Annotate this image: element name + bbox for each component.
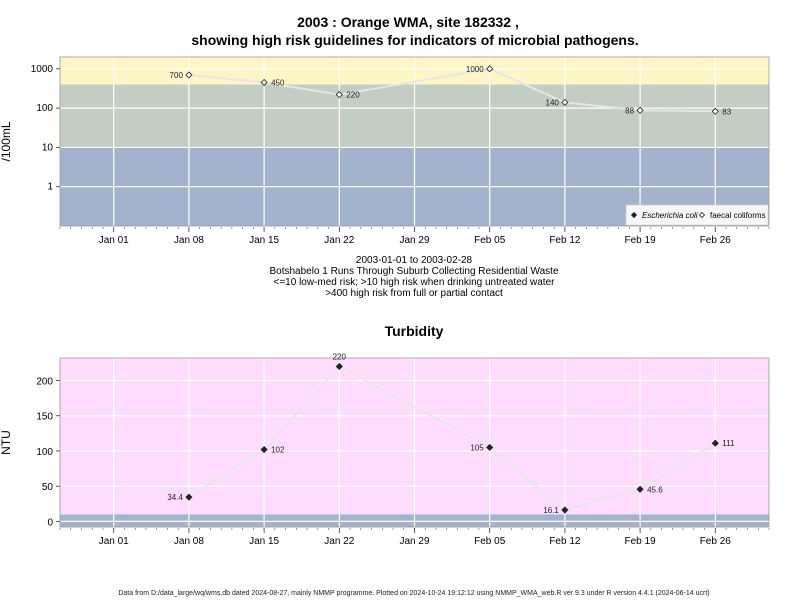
chart1-xtick-label: Jan 22 <box>324 235 354 246</box>
chart1-data-point <box>185 71 193 79</box>
chart1-xtick-label: Feb 05 <box>474 235 506 246</box>
chart2-xtick-label: Jan 01 <box>99 536 129 547</box>
chart2-ytick-label: 50 <box>42 482 54 493</box>
chart2-ytick-label: 200 <box>36 377 53 388</box>
chart2-xtick-label: Jan 15 <box>249 536 279 547</box>
chart2-data-label: 102 <box>271 446 285 455</box>
chart1-data-label: 220 <box>346 91 360 100</box>
chart2-xtick-label: Jan 29 <box>399 536 429 547</box>
chart1-data-label: 83 <box>722 107 731 116</box>
chart1-title-line1: 2003 : Orange WMA, site 182332 , <box>297 14 519 30</box>
chart1-xtick-label: Jan 08 <box>174 235 204 246</box>
chart1-data-point <box>486 65 494 73</box>
chart2-plot: 0 50 100 150 200 NTU Jan 01 Jan 08 Jan 15 Jan 22 J… <box>0 352 770 547</box>
chart2-title: Turbidity <box>385 323 444 339</box>
chart2-data-label: 105 <box>470 443 484 452</box>
chart1-data-label: 450 <box>271 78 285 87</box>
chart2-xtick-label: Feb 05 <box>474 536 506 547</box>
chart1-frame <box>59 56 770 227</box>
chart2-data-label: 45.6 <box>647 485 663 494</box>
chart2-data-point <box>486 443 494 451</box>
chart1-xtick-label: Feb 12 <box>549 235 581 246</box>
chart2-xtick-label: Jan 22 <box>324 536 354 547</box>
chart1-caption-dates: 2003-01-01 to 2003-02-28 <box>356 255 473 266</box>
chart2-xtick-label: Feb 12 <box>549 536 581 547</box>
chart1-data-point <box>260 78 268 87</box>
chart1-data-label: 1000 <box>466 65 484 74</box>
footer-note: Data from D:/data_large/wq/wms.db dated … <box>118 590 709 597</box>
chart1-data-label: 88 <box>625 106 634 115</box>
chart2-ylabel: NTU <box>0 430 13 455</box>
chart2-data-point <box>711 439 719 447</box>
chart2-data-point <box>561 506 569 514</box>
chart1-plot: 1 10 100 1000/100mL Jan 01 Jan 08 Jan 15 Jan 22… <box>0 56 770 246</box>
chart1-data-point <box>335 91 343 99</box>
chart1-legend-box <box>625 204 769 226</box>
chart1-legend-marker <box>698 211 706 219</box>
chart2-xtick-label: Jan 08 <box>174 536 204 547</box>
chart1-data-point <box>711 107 719 115</box>
chart2-data-label: 16.1 <box>543 506 559 515</box>
chart1-data-point <box>561 98 569 106</box>
chart1-xtick-label: Jan 29 <box>399 235 429 246</box>
chart1-xtick-label: Feb 26 <box>700 235 732 246</box>
chart2-xtick-label: Feb 26 <box>700 536 732 547</box>
chart1-ylabel: /100mL <box>0 121 13 161</box>
chart1-title-line2: showing high risk guidelines for indicat… <box>191 32 638 48</box>
chart1-legend-marker <box>630 211 638 219</box>
chart1-legend-label: faecal coliforms <box>710 211 766 220</box>
chart2-data-label: 220 <box>333 352 347 361</box>
chart1-caption-risk2: >400 high risk from full or partial cont… <box>325 288 503 299</box>
chart2-data-label: 111 <box>722 439 735 448</box>
chart1-legend-label: Escherichia coli <box>642 211 698 220</box>
chart1-caption-site: Botshabelo 1 Runs Through Suburb Collect… <box>269 266 558 277</box>
chart1-xtick-label: Feb 19 <box>625 235 657 246</box>
chart1-caption-risk1: <=10 low-med risk; >10 high risk when dr… <box>274 277 556 288</box>
chart2-frame <box>59 357 770 528</box>
chart2-ytick-label: 150 <box>36 412 53 423</box>
chart2-xtick-label: Feb 19 <box>625 536 657 547</box>
chart2-data-point <box>185 493 193 501</box>
chart1-data-label: 140 <box>546 98 560 107</box>
chart1-xtick-label: Jan 15 <box>249 235 279 246</box>
chart2-data-point <box>636 485 644 493</box>
chart1-ytick-label: 100 <box>36 103 53 114</box>
chart2-data-point <box>260 445 268 454</box>
chart1-data-point <box>636 106 644 114</box>
chart2-ytick-label: 0 <box>47 517 53 528</box>
chart2-data-point <box>335 362 343 371</box>
chart1-ytick-label: 1 <box>47 182 53 193</box>
chart1-xtick-label: Jan 01 <box>99 235 129 246</box>
chart1-ytick-label: 1000 <box>31 64 54 75</box>
chart1-ytick-label: 10 <box>42 142 54 153</box>
chart2-ytick-label: 100 <box>36 447 53 458</box>
chart2-data-label: 34.4 <box>167 493 183 502</box>
chart1-data-label: 700 <box>170 71 184 80</box>
